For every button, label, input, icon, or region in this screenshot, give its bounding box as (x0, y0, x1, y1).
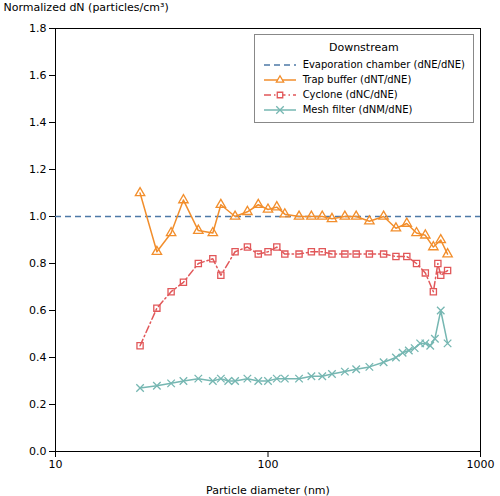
svg-text:0.6: 0.6 (29, 304, 47, 317)
svg-text:1.0: 1.0 (29, 210, 47, 223)
svg-text:0.0: 0.0 (29, 445, 47, 458)
html-text:Evaporation chamber (dNE/dNE): Evaporation chamber (dNE/dNE) (302, 59, 465, 70)
svg-text:1.4: 1.4 (29, 116, 47, 129)
html-text:Trap buffer (dNT/dNE): Trap buffer (dNT/dNE) (302, 74, 412, 85)
svg-text:10: 10 (49, 458, 63, 471)
svg-text:1.2: 1.2 (29, 163, 47, 176)
html-text:Downstream: Downstream (329, 41, 399, 54)
svg-text:Normalized dN (particles/cm³): Normalized dN (particles/cm³) (4, 1, 169, 14)
svg-text:Particle diameter (nm): Particle diameter (nm) (206, 484, 330, 496)
svg-text:0.4: 0.4 (29, 351, 47, 364)
svg-text:0.8: 0.8 (29, 257, 47, 270)
svg-text:0.2: 0.2 (29, 398, 47, 411)
html-text:Cyclone (dNC/dNE): Cyclone (dNC/dNE) (302, 89, 398, 100)
svg-text:100: 100 (258, 458, 279, 471)
svg-text:1000: 1000 (467, 458, 495, 471)
svg-text:1.8: 1.8 (29, 22, 47, 35)
html-text:Mesh filter (dNM/dNE): Mesh filter (dNM/dNE) (302, 104, 413, 115)
svg-text:1.6: 1.6 (29, 69, 47, 82)
